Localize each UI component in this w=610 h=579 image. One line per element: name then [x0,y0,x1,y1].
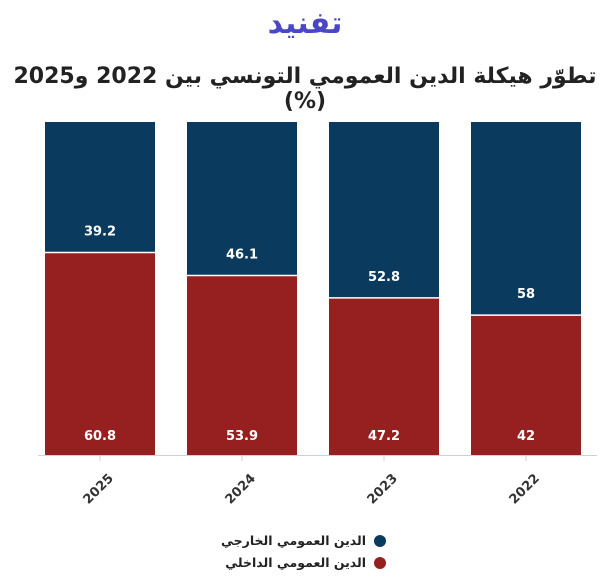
bar-external-2024 [187,122,297,276]
data-label-external-2023: 52.8 [368,270,400,285]
data-label-domestic-2024: 53.9 [226,429,258,444]
data-label-external-2024: 46.1 [226,248,258,263]
legend-label-domestic: الدين العمومي الداخلي [225,555,366,570]
bar-domestic-2022 [471,315,581,455]
chart-title: تطوّر هيكلة الدين العمومي التونسي بين 20… [13,64,597,114]
x-tick-label-2023: 2023 [365,471,401,507]
legend-swatch-external [374,534,386,547]
data-label-domestic-2022: 42 [517,429,535,444]
x-tick-label-2022: 2022 [507,471,543,507]
legend-item-external: الدين العمومي الخارجي [221,533,386,548]
bar-external-2023 [329,122,439,298]
data-label-external-2022: 58 [517,287,535,302]
bar-external-2025 [45,122,155,253]
legend-label-external: الدين العمومي الخارجي [220,533,366,548]
data-label-external-2025: 39.2 [84,225,116,240]
legend-item-domestic: الدين العمومي الداخلي [225,555,386,570]
bar-domestic-2023 [329,297,439,455]
x-tick-label-2025: 2025 [81,471,117,507]
bar-domestic-2024 [187,275,297,455]
x-tick-label-2024: 2024 [223,471,259,507]
bar-domestic-2025 [45,252,155,455]
data-label-domestic-2023: 47.2 [368,429,400,444]
brand-logo: تفنيد [267,6,343,41]
bar-external-2022 [471,122,581,316]
data-label-domestic-2025: 60.8 [84,429,116,444]
legend-swatch-domestic [374,556,386,569]
